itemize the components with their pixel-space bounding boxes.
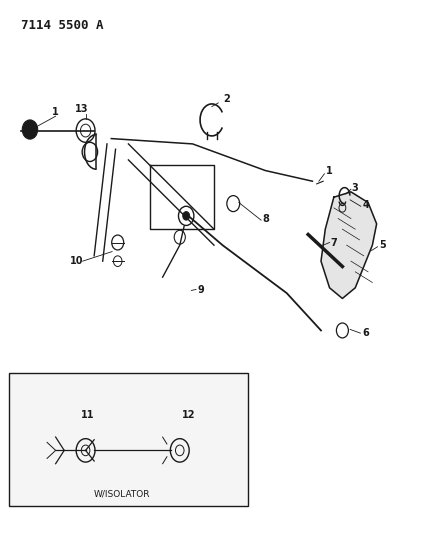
Text: 10: 10 — [70, 256, 84, 266]
Text: 1: 1 — [52, 107, 59, 117]
Text: 3: 3 — [352, 183, 359, 192]
Text: 5: 5 — [380, 240, 386, 250]
Text: W/ISOLATOR: W/ISOLATOR — [94, 490, 150, 498]
Polygon shape — [321, 192, 377, 298]
Text: 8: 8 — [262, 214, 269, 223]
Text: 13: 13 — [74, 104, 88, 114]
Text: 7: 7 — [330, 238, 337, 247]
Circle shape — [22, 120, 38, 139]
Bar — [9, 373, 248, 506]
Text: 6: 6 — [363, 328, 369, 338]
Circle shape — [183, 212, 190, 220]
Text: 11: 11 — [81, 410, 95, 421]
Text: 2: 2 — [223, 94, 230, 103]
Text: 4: 4 — [363, 200, 369, 210]
Text: 1: 1 — [326, 166, 333, 175]
Text: 12: 12 — [181, 410, 195, 421]
Text: 9: 9 — [198, 286, 205, 295]
Text: 7114 5500 A: 7114 5500 A — [21, 19, 104, 31]
